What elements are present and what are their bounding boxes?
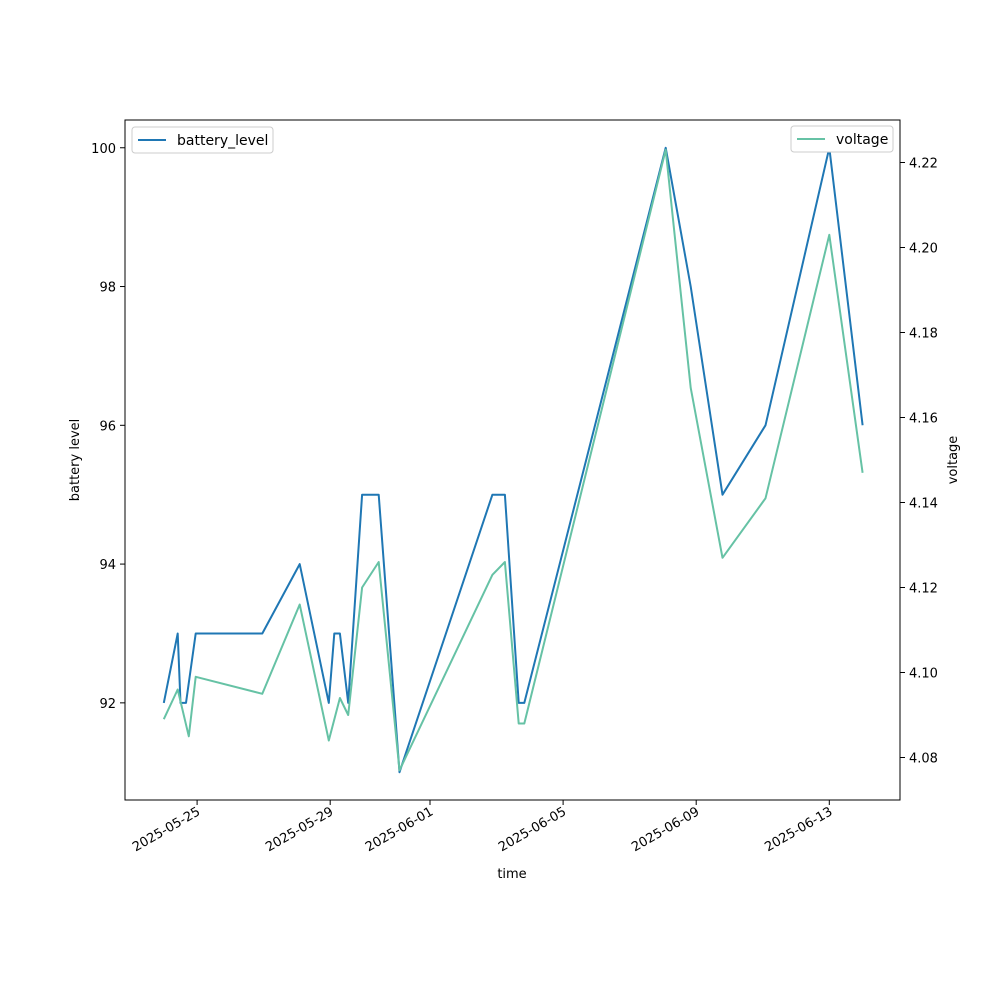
right-y-tick-label: 4.14 [909,497,938,512]
series-line-battery-level [162,146,864,774]
legend-box [790,125,894,153]
right-y-tick-label: 4.18 [909,327,938,342]
series-line-voltage [162,148,864,772]
right-y-tick-label: 4.12 [909,582,938,597]
left-y-axis-title: battery level [68,419,83,502]
right-y-tick-label: 4.10 [909,667,938,682]
x-axis-title: time [497,867,526,882]
left-y-tick-label: 98 [99,281,116,296]
left-y-tick-label: 94 [99,558,116,573]
left-y-tick-label: 92 [99,697,116,712]
legend-label-voltage: voltage [836,132,888,148]
right-y-axis-title: voltage [946,436,961,485]
right-y-tick-label: 4.08 [909,752,938,767]
series-layer [162,146,864,774]
right-y-tick-label: 4.16 [909,412,938,427]
right-y-tick-label: 4.20 [909,242,938,257]
right-y-tick-label: 4.22 [909,157,938,172]
legend-voltage: voltage [790,125,894,153]
legend-battery-level: battery_level [131,126,274,154]
legend-label-battery-level: battery_level [177,133,268,149]
right-y-axis: 4.08 4.10 4.12 4.14 4.16 4.18 4.20 4.22 [900,157,938,767]
legend-box [131,126,274,154]
left-y-tick-label: 96 [99,419,116,434]
plot-frame [124,119,901,801]
left-y-tick-label: 100 [91,142,116,157]
left-y-axis: 92 94 96 98 100 [91,142,125,712]
